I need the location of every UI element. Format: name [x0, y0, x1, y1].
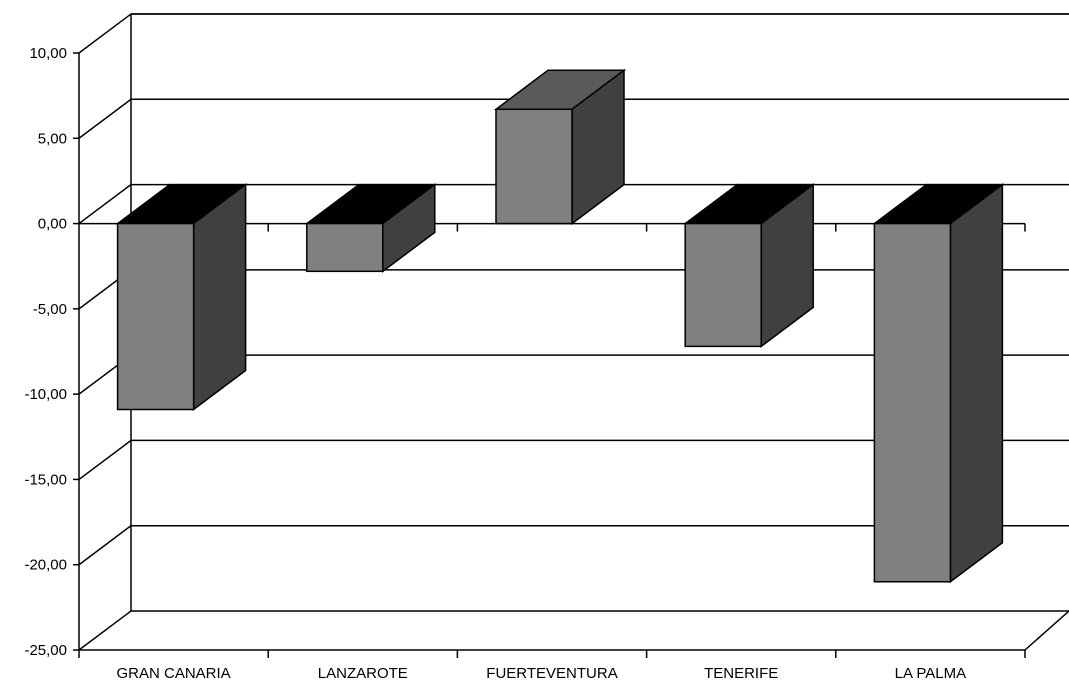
y-tick-label: 10,00: [29, 45, 67, 62]
floor-right-edge: [1024, 610, 1069, 651]
bar: [493, 68, 627, 226]
bars: [115, 68, 1005, 584]
side-wall-gridline: [78, 98, 132, 139]
y-tick-label: -25,00: [24, 642, 67, 659]
y-axis-ticks: 10,00 5,00 0,00 -5,00 -10,00 -15,00 -20,00 -25,…: [24, 45, 79, 659]
side-wall-gridline: [78, 525, 132, 566]
y-tick-label: -15,00: [24, 471, 67, 488]
bar-side-face: [192, 183, 247, 411]
side-wall-gridline: [78, 439, 132, 481]
bar-front-face: [873, 222, 952, 583]
x-axis-labels: GRAN CANARIA LANZAROTE FUERTEVENTURA TENERI…: [117, 665, 967, 682]
bar-side-face: [949, 183, 1004, 584]
x-category-label: TENERIFE: [704, 665, 778, 682]
y-tick-label: 5,00: [38, 130, 67, 147]
x-category-label: LA PALMA: [895, 665, 966, 682]
side-wall-gridline: [78, 610, 132, 651]
bar-front-face: [495, 108, 573, 225]
bar-front-face: [306, 222, 384, 273]
bar: [872, 183, 1005, 584]
y-tick-label: 0,00: [38, 216, 67, 233]
y-tick-label: -5,00: [33, 301, 67, 318]
bar-front-face: [116, 222, 195, 411]
x-category-label: LANZAROTE: [318, 665, 408, 682]
bar: [682, 183, 816, 348]
y-tick-label: -10,00: [24, 386, 67, 403]
bar: [115, 183, 248, 411]
side-wall-gridline: [78, 13, 132, 54]
x-category-label: FUERTEVENTURA: [486, 665, 617, 682]
bar: [304, 183, 438, 273]
x-category-label: GRAN CANARIA: [117, 665, 231, 682]
side-wall-gridline: [78, 183, 132, 225]
bar-front-face: [684, 222, 762, 348]
y-tick-label: -20,00: [24, 557, 67, 574]
